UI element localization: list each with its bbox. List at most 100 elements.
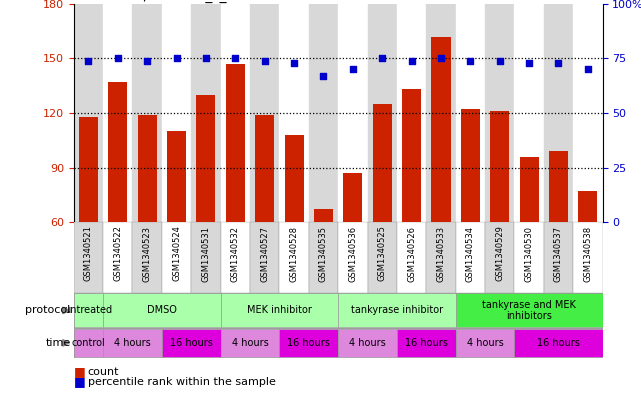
Bar <box>456 222 485 293</box>
Text: GSM1340537: GSM1340537 <box>554 226 563 282</box>
Bar <box>162 329 221 357</box>
Bar <box>514 222 544 293</box>
Text: 4 hours: 4 hours <box>114 338 151 348</box>
Text: 16 hours: 16 hours <box>287 338 330 348</box>
Bar <box>573 4 603 222</box>
Bar <box>338 4 367 222</box>
Text: 4 hours: 4 hours <box>349 338 386 348</box>
Bar <box>221 329 279 357</box>
Text: GSM1340523: GSM1340523 <box>143 226 152 281</box>
Point <box>289 60 299 66</box>
Bar <box>221 294 338 327</box>
Bar <box>221 4 250 222</box>
Point <box>230 55 240 62</box>
Bar <box>338 294 456 327</box>
Bar <box>456 4 485 222</box>
Bar <box>490 111 509 222</box>
Bar <box>544 222 573 293</box>
Text: 4 hours: 4 hours <box>467 338 503 348</box>
Text: GSM1340535: GSM1340535 <box>319 226 328 281</box>
Bar <box>397 329 456 357</box>
Text: GSM1340521: GSM1340521 <box>84 226 93 281</box>
Bar <box>520 156 538 222</box>
Text: tankyrase and MEK
inhibitors: tankyrase and MEK inhibitors <box>482 300 576 321</box>
Bar <box>74 329 103 357</box>
Bar <box>196 95 215 222</box>
Text: GSM1340524: GSM1340524 <box>172 226 181 281</box>
Point <box>113 55 123 62</box>
Bar <box>250 222 279 293</box>
Bar <box>167 131 186 222</box>
Bar <box>397 4 426 222</box>
Bar <box>367 4 397 222</box>
Text: GSM1340526: GSM1340526 <box>407 226 416 281</box>
Bar <box>426 222 456 293</box>
Point <box>377 55 387 62</box>
Text: percentile rank within the sample: percentile rank within the sample <box>88 377 276 387</box>
Bar <box>74 4 103 222</box>
Point <box>83 57 94 64</box>
Bar <box>250 4 279 222</box>
Bar <box>285 135 304 222</box>
Bar <box>279 4 309 222</box>
Bar <box>74 222 103 293</box>
Text: GSM1340530: GSM1340530 <box>524 226 533 281</box>
Bar <box>133 4 162 222</box>
Bar <box>514 4 544 222</box>
Text: GSM1340527: GSM1340527 <box>260 226 269 281</box>
Text: GSM1340529: GSM1340529 <box>495 226 504 281</box>
Text: GSM1340522: GSM1340522 <box>113 226 122 281</box>
Text: GSM1340525: GSM1340525 <box>378 226 387 281</box>
Bar <box>309 222 338 293</box>
Text: 16 hours: 16 hours <box>405 338 447 348</box>
Bar <box>162 222 191 293</box>
Text: control: control <box>72 338 105 348</box>
Bar <box>226 64 245 222</box>
Bar <box>74 294 103 327</box>
Text: GSM1340538: GSM1340538 <box>583 226 592 282</box>
Bar <box>514 329 603 357</box>
Bar <box>221 222 250 293</box>
Bar <box>485 222 514 293</box>
Bar <box>549 151 568 222</box>
Bar <box>255 115 274 222</box>
Bar <box>79 117 98 222</box>
Text: untreated: untreated <box>64 305 112 316</box>
Bar <box>397 222 426 293</box>
Text: GSM1340536: GSM1340536 <box>348 226 357 282</box>
Point <box>260 57 270 64</box>
Text: tankyrase inhibitor: tankyrase inhibitor <box>351 305 443 316</box>
Text: DMSO: DMSO <box>147 305 177 316</box>
Point <box>171 55 181 62</box>
Point <box>583 66 593 72</box>
Bar <box>426 4 456 222</box>
Bar <box>279 329 338 357</box>
Bar <box>138 115 156 222</box>
Bar <box>103 294 221 327</box>
Text: count: count <box>88 367 119 377</box>
Bar <box>103 329 162 357</box>
Text: GSM1340533: GSM1340533 <box>437 226 445 282</box>
Bar <box>402 89 421 222</box>
Text: time: time <box>46 338 71 348</box>
Text: MEK inhibitor: MEK inhibitor <box>247 305 312 316</box>
Text: GSM1340534: GSM1340534 <box>466 226 475 281</box>
Bar <box>456 329 514 357</box>
Bar <box>162 4 191 222</box>
Text: GSM1340532: GSM1340532 <box>231 226 240 281</box>
Text: GSM1340531: GSM1340531 <box>201 226 210 281</box>
Point <box>347 66 358 72</box>
Point <box>524 60 534 66</box>
Bar <box>372 104 392 222</box>
Bar <box>338 222 367 293</box>
Bar <box>191 4 221 222</box>
Bar <box>133 222 162 293</box>
Point <box>495 57 505 64</box>
Bar <box>309 4 338 222</box>
Point <box>553 60 563 66</box>
Text: ■: ■ <box>74 375 85 388</box>
Text: protocol: protocol <box>25 305 71 316</box>
Point <box>406 57 417 64</box>
Text: 4 hours: 4 hours <box>231 338 269 348</box>
Point <box>142 57 153 64</box>
